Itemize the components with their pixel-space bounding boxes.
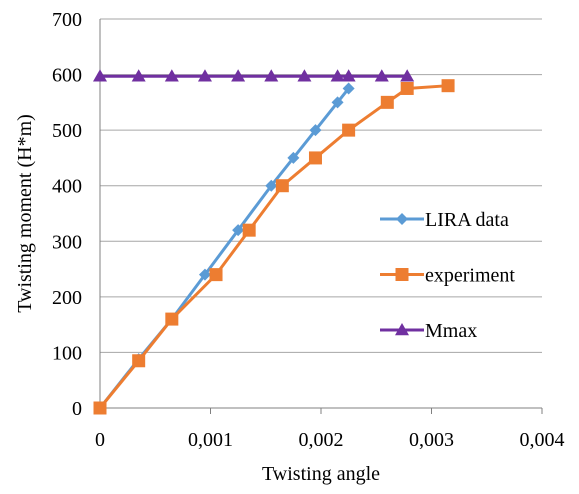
data-point <box>265 179 278 192</box>
data-point <box>374 69 389 82</box>
data-point <box>400 69 415 82</box>
y-tick-label: 600 <box>52 65 82 87</box>
data-point <box>164 69 179 82</box>
legend-item: LIRA data <box>380 209 509 231</box>
data-point <box>342 82 355 95</box>
y-tick-label: 700 <box>52 9 82 31</box>
data-point <box>93 69 107 82</box>
data-point <box>131 69 146 82</box>
legend-item: experiment <box>380 265 515 287</box>
y-tick-label: 300 <box>52 231 82 253</box>
data-point <box>275 179 289 193</box>
y-tick-label: 0 <box>72 398 82 420</box>
x-tick-label: 0,004 <box>520 429 565 451</box>
data-point <box>342 123 356 137</box>
data-point <box>400 81 414 95</box>
y-tick-label: 200 <box>52 287 82 309</box>
axes <box>99 19 543 414</box>
tick-labels: 0 100 200 300 400 500 600 700 0 0,001 0,002 0,003 0,… <box>52 9 565 451</box>
data-point <box>132 354 146 368</box>
series-mmax <box>93 69 415 82</box>
data-point <box>308 151 322 165</box>
legend-swatch-marker <box>395 323 409 336</box>
x-tick-label: 0,003 <box>409 429 454 451</box>
data-point <box>264 69 279 82</box>
data-point <box>287 151 300 164</box>
data-point <box>331 96 344 109</box>
y-tick-label: 100 <box>52 342 82 364</box>
data-point <box>242 223 256 237</box>
data-point <box>441 79 455 93</box>
series-layer <box>93 69 455 415</box>
data-point <box>297 69 312 82</box>
legend-label: Mmax <box>425 320 477 342</box>
data-point <box>209 268 223 282</box>
data-point <box>309 124 322 137</box>
x-axis-title: Twisting angle <box>262 463 380 485</box>
data-point <box>380 95 394 109</box>
legend-label: experiment <box>425 265 515 287</box>
data-point <box>197 69 212 82</box>
y-axis-title: Twisting moment (H*m) <box>14 114 36 313</box>
data-point <box>165 312 179 326</box>
grid <box>100 18 542 353</box>
data-point <box>231 69 246 82</box>
x-tick-label: 0,001 <box>188 429 233 451</box>
data-point <box>232 224 245 237</box>
legend-swatch-marker <box>395 268 409 281</box>
series-experiment <box>93 79 455 415</box>
legend-swatch-marker <box>396 213 408 225</box>
legend-item: Mmax <box>380 320 477 342</box>
data-point <box>93 401 107 415</box>
legend-label: LIRA data <box>425 209 509 231</box>
series-line <box>98 84 449 409</box>
x-tick-label: 0,002 <box>299 429 344 451</box>
data-point <box>330 69 345 82</box>
data-point <box>341 69 356 82</box>
data-point <box>198 268 211 281</box>
legend: LIRA data experiment Mmax <box>380 209 515 342</box>
y-tick-label: 400 <box>52 176 82 198</box>
y-tick-label: 500 <box>52 120 82 142</box>
x-tick-label: 0 <box>95 429 105 451</box>
